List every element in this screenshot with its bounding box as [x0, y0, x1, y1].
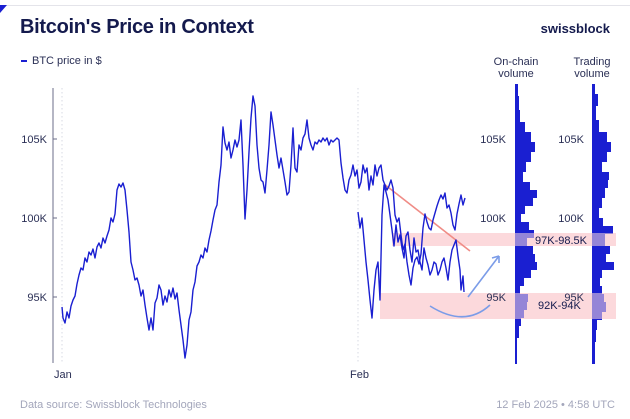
trading-volume-label: Trading volume	[573, 56, 611, 80]
data-source: Data source: Swissblock Technologies	[20, 399, 207, 411]
brand-logo: swissblock	[540, 21, 610, 36]
chart-title: Bitcoin's Price in Context	[20, 16, 254, 38]
timestamp: 12 Feb 2025 • 4:58 UTC	[496, 399, 615, 411]
x-tick-feb: Feb	[350, 369, 369, 381]
onchain-tick-100k: 100K	[480, 213, 506, 225]
onchain-volume-profile	[515, 84, 537, 364]
trading-tick-95k: 95K	[564, 292, 584, 304]
y-tick-95k: 95K	[27, 292, 47, 304]
trading-tick-105k: 105K	[558, 134, 584, 146]
top-divider	[0, 5, 630, 6]
y-tick-105k: 105K	[21, 134, 47, 146]
up-arrow	[467, 255, 500, 298]
resistance-band-label: 97K-98.5K	[535, 235, 588, 247]
btc-price-line	[61, 95, 466, 359]
bounce-curve	[429, 304, 491, 318]
legend: BTC price in $	[21, 55, 102, 67]
trading-volume-profile	[592, 84, 614, 364]
onchain-tick-105k: 105K	[480, 134, 506, 146]
legend-label: BTC price in $	[32, 55, 102, 67]
y-tick-100k: 100K	[21, 213, 47, 225]
onchain-tick-95k: 95K	[486, 292, 506, 304]
btc-price-line-feb	[357, 184, 465, 319]
trading-tick-100k: 100K	[558, 213, 584, 225]
arrow-head-icon	[491, 255, 500, 263]
support-band-label: 92K-94K	[538, 300, 581, 312]
corner-accent	[0, 5, 7, 13]
x-tick-jan: Jan	[54, 369, 72, 381]
legend-line-icon	[21, 60, 27, 62]
onchain-volume-label: On-chain volume	[493, 56, 539, 80]
